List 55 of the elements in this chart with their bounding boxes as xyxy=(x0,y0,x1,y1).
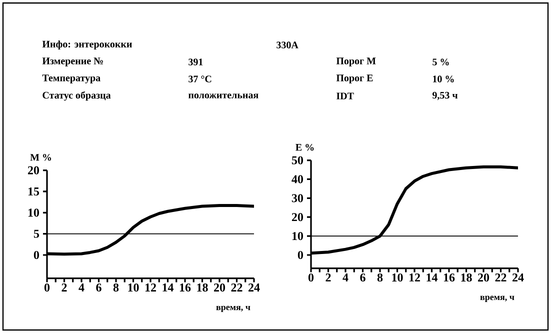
y-axis-title: M % xyxy=(30,154,52,161)
x-tick-label: 2 xyxy=(326,273,331,282)
y-tick-label: 0 xyxy=(298,250,304,260)
x-tick-label: 24 xyxy=(512,273,524,282)
y-tick-label: 30 xyxy=(292,194,304,202)
y-tick-label: 20 xyxy=(28,166,40,174)
text: Статус образца xyxy=(42,91,111,101)
y-tick-label: 20 xyxy=(292,213,304,222)
text: 10 % xyxy=(433,76,454,82)
x-tick-label: 16 xyxy=(444,273,455,282)
x-tick-label: 6 xyxy=(96,283,102,292)
x-tick-label: 12 xyxy=(145,283,156,292)
text: Температура xyxy=(42,74,100,84)
y-tick-label: 10 xyxy=(292,232,304,240)
x-tick-label: 12 xyxy=(409,273,420,282)
x-axis-title: время, ч xyxy=(480,296,514,302)
x-tick-label: 16 xyxy=(180,283,191,292)
x-tick-label: 0 xyxy=(308,273,314,282)
y-tick-label: 10 xyxy=(28,208,40,217)
x-tick-label: 14 xyxy=(162,283,174,292)
x-tick-label: 20 xyxy=(478,273,490,282)
x-tick-label: 10 xyxy=(392,273,403,282)
x-tick-label: 18 xyxy=(461,273,472,282)
y-tick-label: 0 xyxy=(34,250,40,260)
x-tick-label: 10 xyxy=(128,283,139,292)
x-tick-label: 4 xyxy=(342,273,348,282)
x-tick-label: 4 xyxy=(78,283,84,292)
text: положительная xyxy=(188,94,258,98)
x-tick-label: 20 xyxy=(214,283,226,292)
text: Порог M xyxy=(336,58,376,66)
text: 5 % xyxy=(432,58,449,66)
text: IDT xyxy=(336,92,354,100)
text: Инфо: энтерококки xyxy=(42,40,132,50)
y-tick-label: 40 xyxy=(292,175,304,184)
x-tick-label: 2 xyxy=(62,283,67,292)
x-tick-label: 22 xyxy=(495,273,506,282)
x-tick-label: 0 xyxy=(44,283,50,292)
y-tick-label: 15 xyxy=(28,187,40,196)
text: Измерение № xyxy=(42,58,103,66)
x-tick-label: 14 xyxy=(426,273,438,282)
x-tick-label: 8 xyxy=(377,273,383,282)
y-axis-title: E % xyxy=(296,144,314,151)
x-axis-title: время, ч xyxy=(216,306,250,312)
text: 37 °C xyxy=(188,76,212,82)
text: 391 xyxy=(188,58,203,66)
text: 330A xyxy=(276,42,298,48)
x-tick-label: 22 xyxy=(231,283,242,292)
text: Порог E xyxy=(336,74,373,84)
x-tick-label: 6 xyxy=(360,273,366,282)
y-tick-label: 50 xyxy=(292,156,304,164)
x-tick-label: 8 xyxy=(113,283,119,292)
text: 9,53 ч xyxy=(432,92,458,100)
y-tick-label: 5 xyxy=(34,230,40,238)
x-tick-label: 24 xyxy=(248,283,260,292)
x-tick-label: 18 xyxy=(197,283,208,292)
